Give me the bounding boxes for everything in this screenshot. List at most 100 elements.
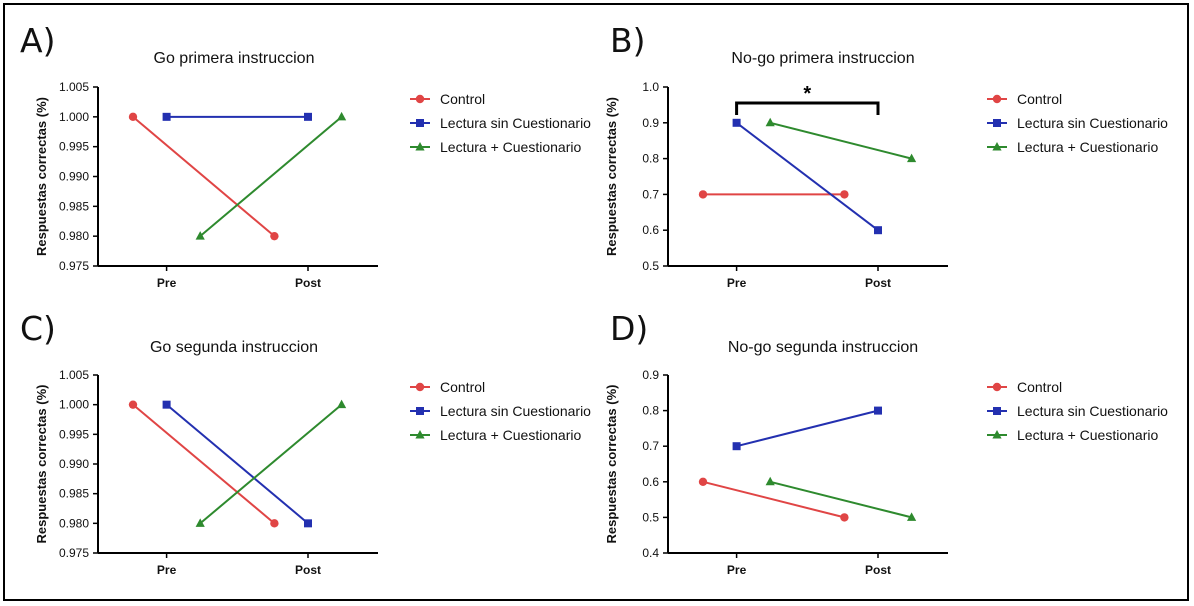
panel-letter: A): [20, 21, 55, 60]
marker-circle: [840, 513, 849, 522]
marker-triangle: [195, 518, 205, 527]
series-line: [165, 403, 309, 525]
marker-circle: [698, 190, 708, 199]
series-line: [132, 403, 276, 525]
legend-label: Lectura sin Cuestionario: [440, 115, 591, 131]
legend-label: Control: [440, 91, 485, 107]
marker-square: [732, 442, 741, 451]
panel-title: Go primera instruccion: [154, 50, 315, 67]
x-tick-label: Pre: [727, 563, 747, 577]
y-tick-label: 0.995: [59, 140, 89, 154]
y-axis-label: Respuestas correctas (%): [34, 385, 49, 544]
y-tick-label: 0.995: [59, 427, 89, 441]
marker-circle: [992, 382, 1002, 392]
panel-b: B) No-go primera instruccion 1.0 0.9 0.8 0.7 0…: [604, 21, 1168, 290]
marker-circle: [128, 400, 138, 409]
panel-letter: D): [610, 309, 648, 348]
y-tick-label: 0.975: [59, 546, 89, 560]
y-tick-label: 0.8: [642, 152, 659, 166]
significance-bracket: [735, 101, 880, 115]
y-tick-label: 1.000: [59, 110, 89, 124]
y-axis-label: Respuestas correctas (%): [34, 97, 49, 256]
series-line: [132, 116, 276, 237]
y-tick-label: 0.985: [59, 487, 89, 501]
y-tick-label: 0.6: [642, 223, 659, 237]
marker-triangle: [765, 117, 775, 127]
legend-label: Control: [440, 379, 485, 395]
y-tick-label: 0.6: [642, 475, 659, 489]
x-tick-label: Pre: [157, 276, 177, 290]
series-line: [736, 409, 879, 448]
marker-circle: [415, 94, 425, 104]
panel-d: D) No-go segunda instruccion 0.9 0.8 0.7 0.6 0…: [604, 309, 1168, 577]
legend-label: Control: [1017, 91, 1062, 107]
marker-circle: [698, 477, 708, 486]
y-axis-label: Respuestas correctas (%): [604, 385, 619, 544]
y-tick-label: 0.975: [59, 259, 89, 273]
significance-star: *: [803, 83, 811, 105]
marker-square: [304, 519, 312, 528]
y-tick-label: 1.005: [59, 80, 89, 94]
marker-circle: [270, 231, 279, 241]
panel-a: A) Go primera instruccion 1.005 1.000 0.995 0…: [20, 21, 591, 290]
panel-title: No-go primera instruccion: [731, 50, 914, 67]
series-line: [702, 480, 845, 519]
panel-letter: C): [20, 309, 56, 348]
y-tick-label: 1.000: [59, 398, 89, 412]
x-tick-label: Post: [865, 563, 891, 577]
legend-label: Lectura + Cuestionario: [1017, 427, 1158, 443]
marker-square: [304, 112, 312, 121]
legend-label: Lectura + Cuestionario: [1017, 139, 1158, 155]
marker-circle: [415, 382, 425, 392]
series-line: [199, 403, 343, 525]
y-tick-label: 0.9: [642, 116, 659, 130]
y-tick-label: 0.7: [642, 187, 659, 201]
legend-label: Control: [1017, 379, 1062, 395]
panel-title: No-go segunda instruccion: [728, 339, 918, 356]
y-tick-label: 0.5: [642, 510, 659, 524]
panel-title: Go segunda instruccion: [150, 339, 318, 356]
x-tick-label: Pre: [727, 276, 747, 290]
marker-square: [874, 406, 882, 415]
marker-square: [162, 112, 171, 121]
y-tick-label: 0.985: [59, 199, 89, 213]
marker-triangle: [992, 430, 1002, 439]
y-tick-label: 0.980: [59, 229, 89, 243]
marker-triangle: [337, 399, 347, 409]
y-tick-label: 0.990: [59, 457, 89, 471]
legend-label: Lectura sin Cuestionario: [440, 403, 591, 419]
legend-label: Lectura + Cuestionario: [440, 139, 581, 155]
y-axis-label: Respuestas correctas (%): [604, 97, 619, 256]
series-line: [199, 116, 343, 237]
x-tick-label: Post: [295, 563, 321, 577]
marker-circle: [992, 94, 1002, 104]
marker-square: [416, 407, 424, 415]
series-line: [735, 122, 879, 231]
marker-circle: [270, 519, 279, 528]
y-tick-label: 0.990: [59, 170, 89, 184]
marker-triangle: [907, 153, 917, 163]
marker-triangle: [415, 142, 425, 151]
legend-label: Lectura sin Cuestionario: [1017, 115, 1168, 131]
marker-triangle: [992, 142, 1002, 151]
y-tick-label: 0.980: [59, 516, 89, 530]
legend-label: Lectura sin Cuestionario: [1017, 403, 1168, 419]
legend-label: Lectura + Cuestionario: [440, 427, 581, 443]
marker-square: [162, 400, 171, 409]
y-tick-label: 0.9: [642, 368, 659, 382]
marker-square: [993, 119, 1001, 127]
panel-c: C) Go segunda instruccion 1.005 1.000 0.995 0…: [20, 309, 591, 577]
y-tick-label: 0.8: [642, 404, 659, 418]
marker-triangle: [907, 512, 917, 521]
series-line: [769, 121, 912, 160]
marker-square: [993, 407, 1001, 415]
y-tick-label: 0.4: [642, 546, 659, 560]
y-tick-label: 0.5: [642, 259, 659, 273]
panel-letter: B): [610, 21, 646, 60]
series-line: [769, 480, 912, 519]
marker-circle: [128, 112, 138, 122]
marker-circle: [840, 190, 849, 199]
y-tick-label: 0.7: [642, 439, 659, 453]
marker-triangle: [765, 476, 775, 486]
